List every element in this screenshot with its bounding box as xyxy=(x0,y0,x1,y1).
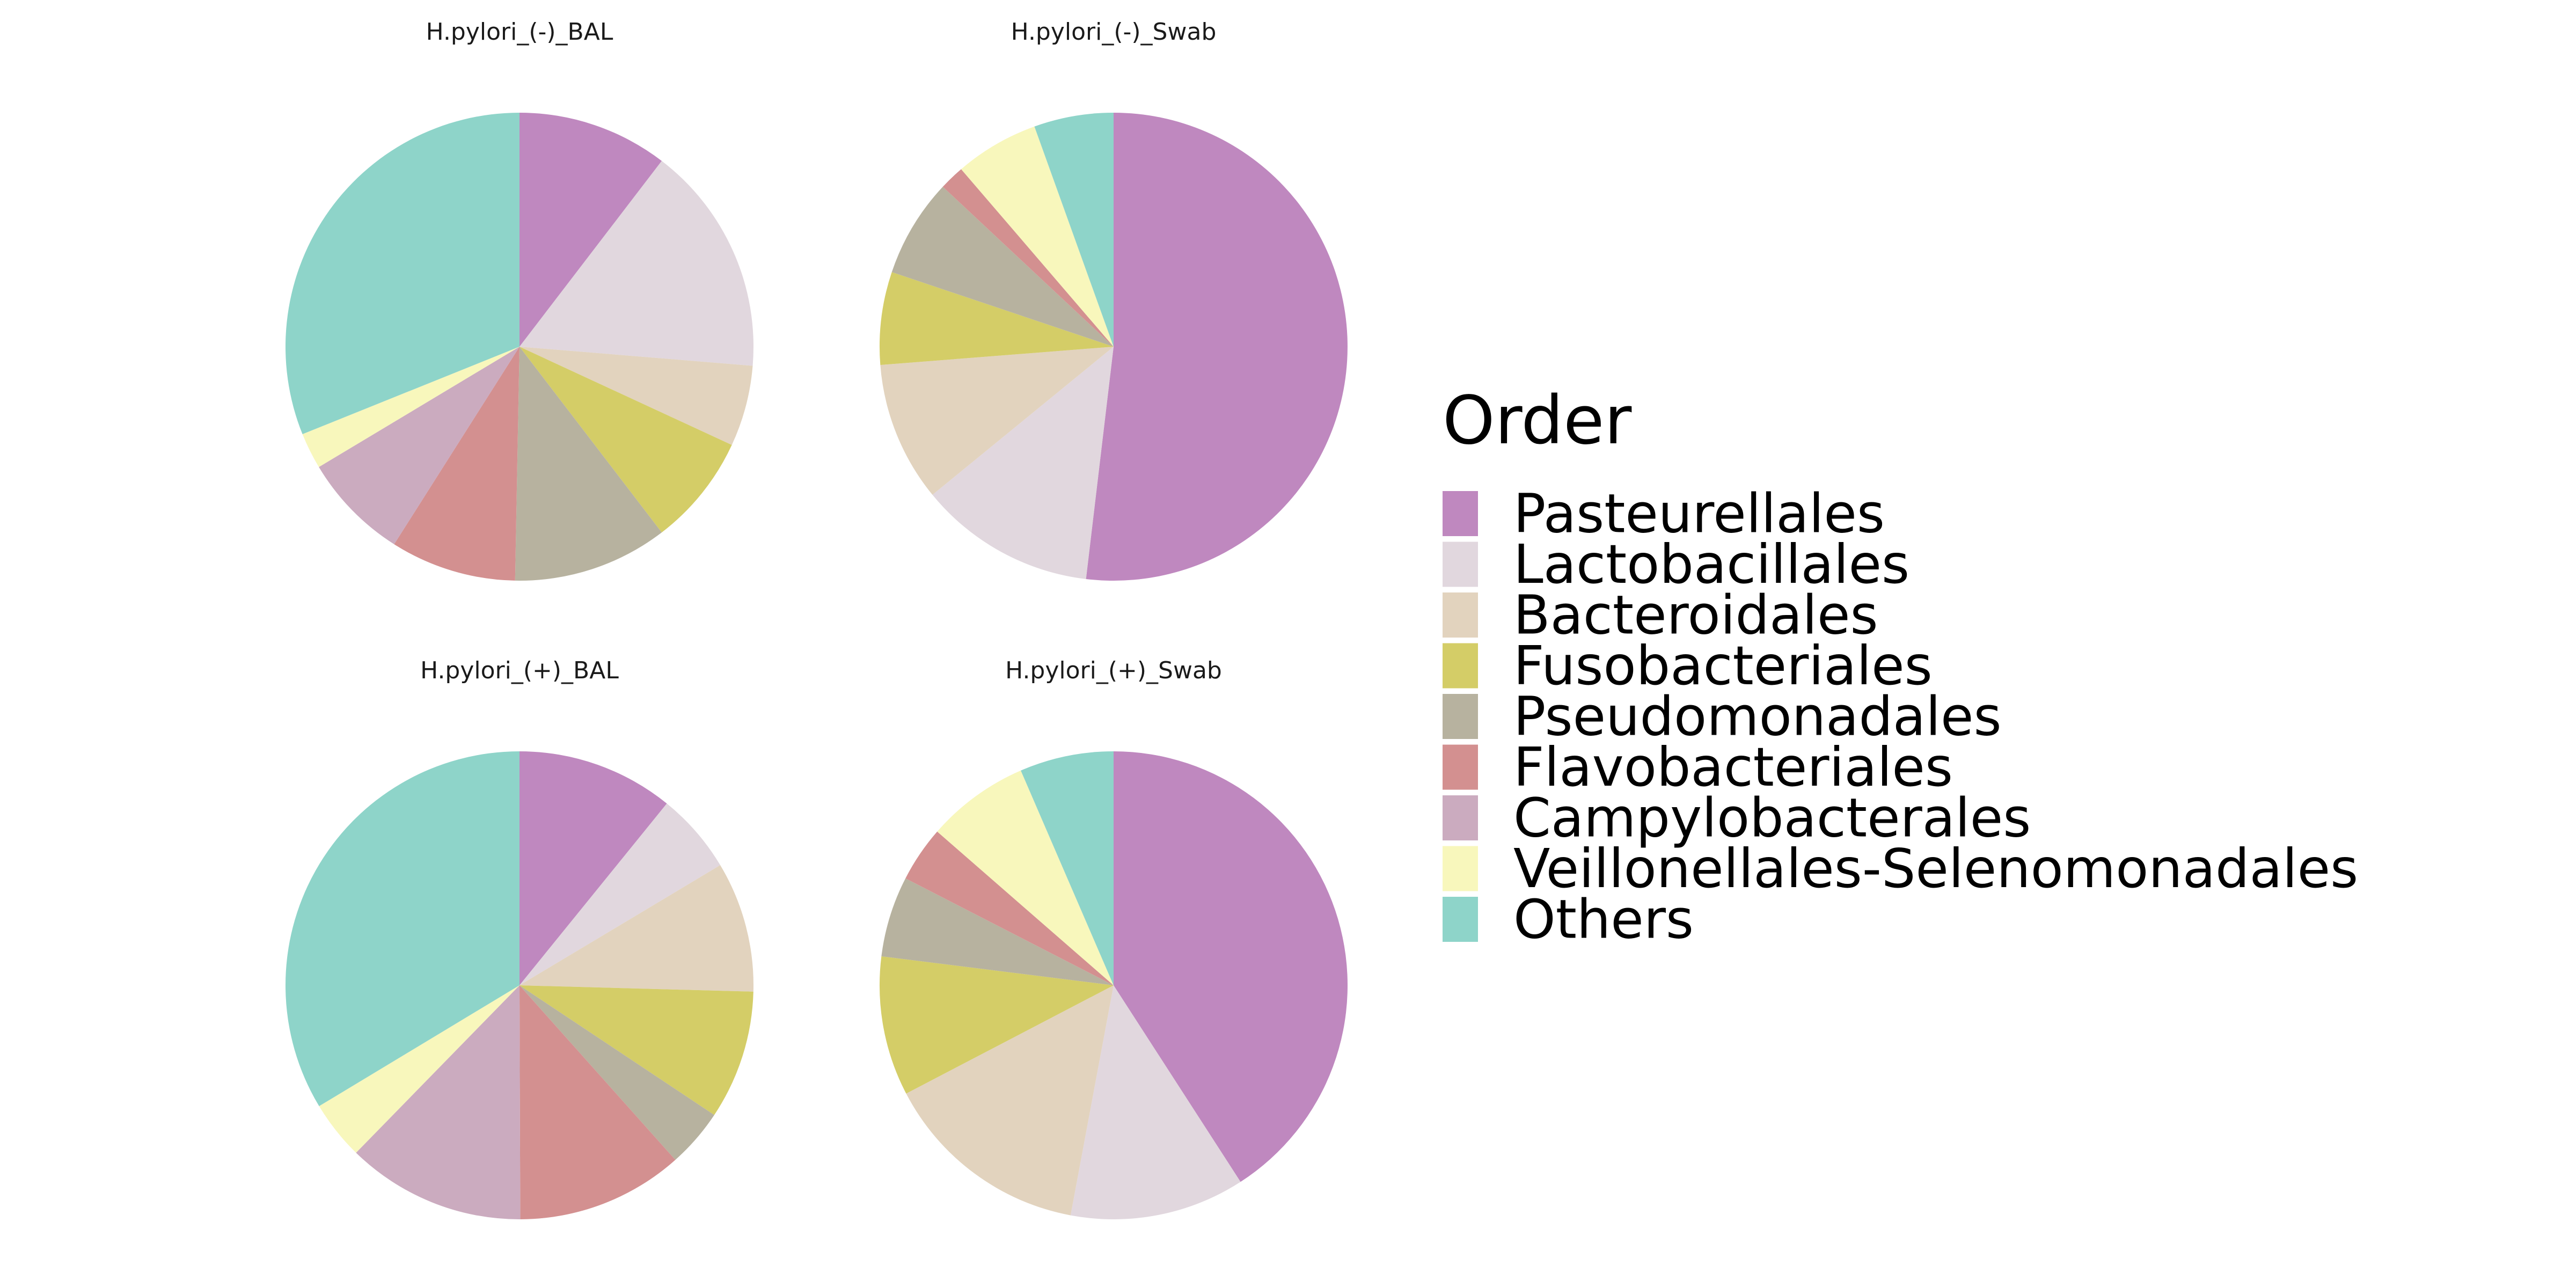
pie-slice-others xyxy=(285,751,519,1107)
pie-slice-lactobacillales xyxy=(1070,985,1241,1220)
panel-hp-neg-bal: H.pylori_(-)_BAL xyxy=(285,18,754,581)
pie-slice-pasteurellales xyxy=(519,113,662,347)
legend-label: Pasteurellales xyxy=(1513,482,1885,545)
legend-label: Pseudomonadales xyxy=(1513,685,2002,748)
legend-label: Flavobacteriales xyxy=(1513,736,1953,799)
legend-swatch xyxy=(1443,897,1478,942)
pie-hp-pos-swab xyxy=(879,751,1348,1220)
panel-hp-neg-swab: H.pylori_(-)_Swab xyxy=(880,18,1348,581)
pie-slice-lactobacillales xyxy=(519,803,721,985)
legend-label: Veillonellales-Selenomonadales xyxy=(1513,837,2358,900)
legend-item: Veillonellales-Selenomonadales xyxy=(1443,837,2358,900)
legend-label: Fusobacteriales xyxy=(1513,634,1933,697)
panel-title: H.pylori_(-)_BAL xyxy=(426,18,613,46)
pie-slice-pasteurellales xyxy=(1086,113,1348,581)
pie-slice-pseudomonadales xyxy=(881,878,1114,985)
legend-swatch xyxy=(1443,744,1478,790)
legend-item: Campylobacterales xyxy=(1443,787,2031,850)
pie-slice-veillonellales-selenomonadales xyxy=(937,770,1114,985)
legend-item: Lactobacillales xyxy=(1443,533,1909,596)
pie-slice-others xyxy=(1034,113,1114,347)
legend-item: Others xyxy=(1443,888,1694,951)
pie-slice-fusobacteriales xyxy=(880,272,1114,365)
pie-slice-lactobacillales xyxy=(932,347,1114,579)
panel-title: H.pylori_(+)_Swab xyxy=(1005,657,1222,684)
pie-slice-pseudomonadales xyxy=(515,347,662,581)
pie-slice-flavobacteriales xyxy=(519,985,676,1219)
pie-slice-others xyxy=(1021,751,1114,985)
legend-label: Lactobacillales xyxy=(1513,533,1909,596)
pie-slice-flavobacteriales xyxy=(905,831,1114,985)
pie-slice-campylobacterales xyxy=(319,347,519,545)
pie-slice-veillonellales-selenomonadales xyxy=(319,985,519,1153)
legend-label: Campylobacterales xyxy=(1513,787,2031,850)
pie-slice-veillonellales-selenomonadales xyxy=(961,126,1114,347)
legend-swatch xyxy=(1443,846,1478,891)
pie-slice-others xyxy=(285,113,519,435)
legend-item: Flavobacteriales xyxy=(1443,736,1953,799)
pie-slice-veillonellales-selenomonadales xyxy=(302,347,519,467)
legend-items: PasteurellalesLactobacillalesBacteroidal… xyxy=(1443,482,2358,951)
pie-slice-campylobacterales xyxy=(356,985,521,1220)
pie-slice-fusobacteriales xyxy=(879,956,1114,1094)
pie-slice-bacteroidales xyxy=(880,347,1114,495)
legend-item: Pasteurellales xyxy=(1443,482,1885,545)
pie-hp-neg-swab xyxy=(880,113,1348,581)
legend-title: Order xyxy=(1443,382,1631,459)
pie-slice-bacteroidales xyxy=(906,985,1114,1216)
pie-slice-pseudomonadales xyxy=(519,985,714,1160)
legend-swatch xyxy=(1443,541,1478,587)
pie-slice-bacteroidales xyxy=(519,865,753,992)
pie-slice-pasteurellales xyxy=(1114,751,1348,1182)
pie-slice-flavobacteriales xyxy=(942,169,1114,347)
legend-item: Pseudomonadales xyxy=(1443,685,2002,748)
pie-hp-neg-bal xyxy=(285,113,754,581)
legend-item: Bacteroidales xyxy=(1443,584,1878,647)
panel-title: H.pylori_(-)_Swab xyxy=(1011,18,1217,46)
panel-title: H.pylori_(+)_BAL xyxy=(420,657,619,684)
pie-slice-flavobacteriales xyxy=(394,347,519,581)
legend-label: Bacteroidales xyxy=(1513,584,1878,647)
pie-slice-fusobacteriales xyxy=(519,347,732,533)
panel-hp-pos-swab: H.pylori_(+)_Swab xyxy=(879,657,1348,1220)
legend-swatch xyxy=(1443,592,1478,638)
pie-slice-pasteurellales xyxy=(519,751,667,985)
pie-hp-pos-bal xyxy=(285,751,753,1220)
legend-swatch xyxy=(1443,643,1478,689)
legend-swatch xyxy=(1443,491,1478,536)
pie-slice-fusobacteriales xyxy=(519,985,753,1115)
pie-slice-lactobacillales xyxy=(519,160,754,366)
legend-label: Others xyxy=(1513,888,1694,951)
legend-swatch xyxy=(1443,694,1478,739)
legend-swatch xyxy=(1443,795,1478,840)
pie-slice-pseudomonadales xyxy=(891,186,1114,347)
legend: Order PasteurellalesLactobacillalesBacte… xyxy=(1443,382,2358,951)
pie-slice-bacteroidales xyxy=(519,347,753,445)
panel-hp-pos-bal: H.pylori_(+)_BAL xyxy=(285,657,753,1220)
legend-item: Fusobacteriales xyxy=(1443,634,1933,697)
